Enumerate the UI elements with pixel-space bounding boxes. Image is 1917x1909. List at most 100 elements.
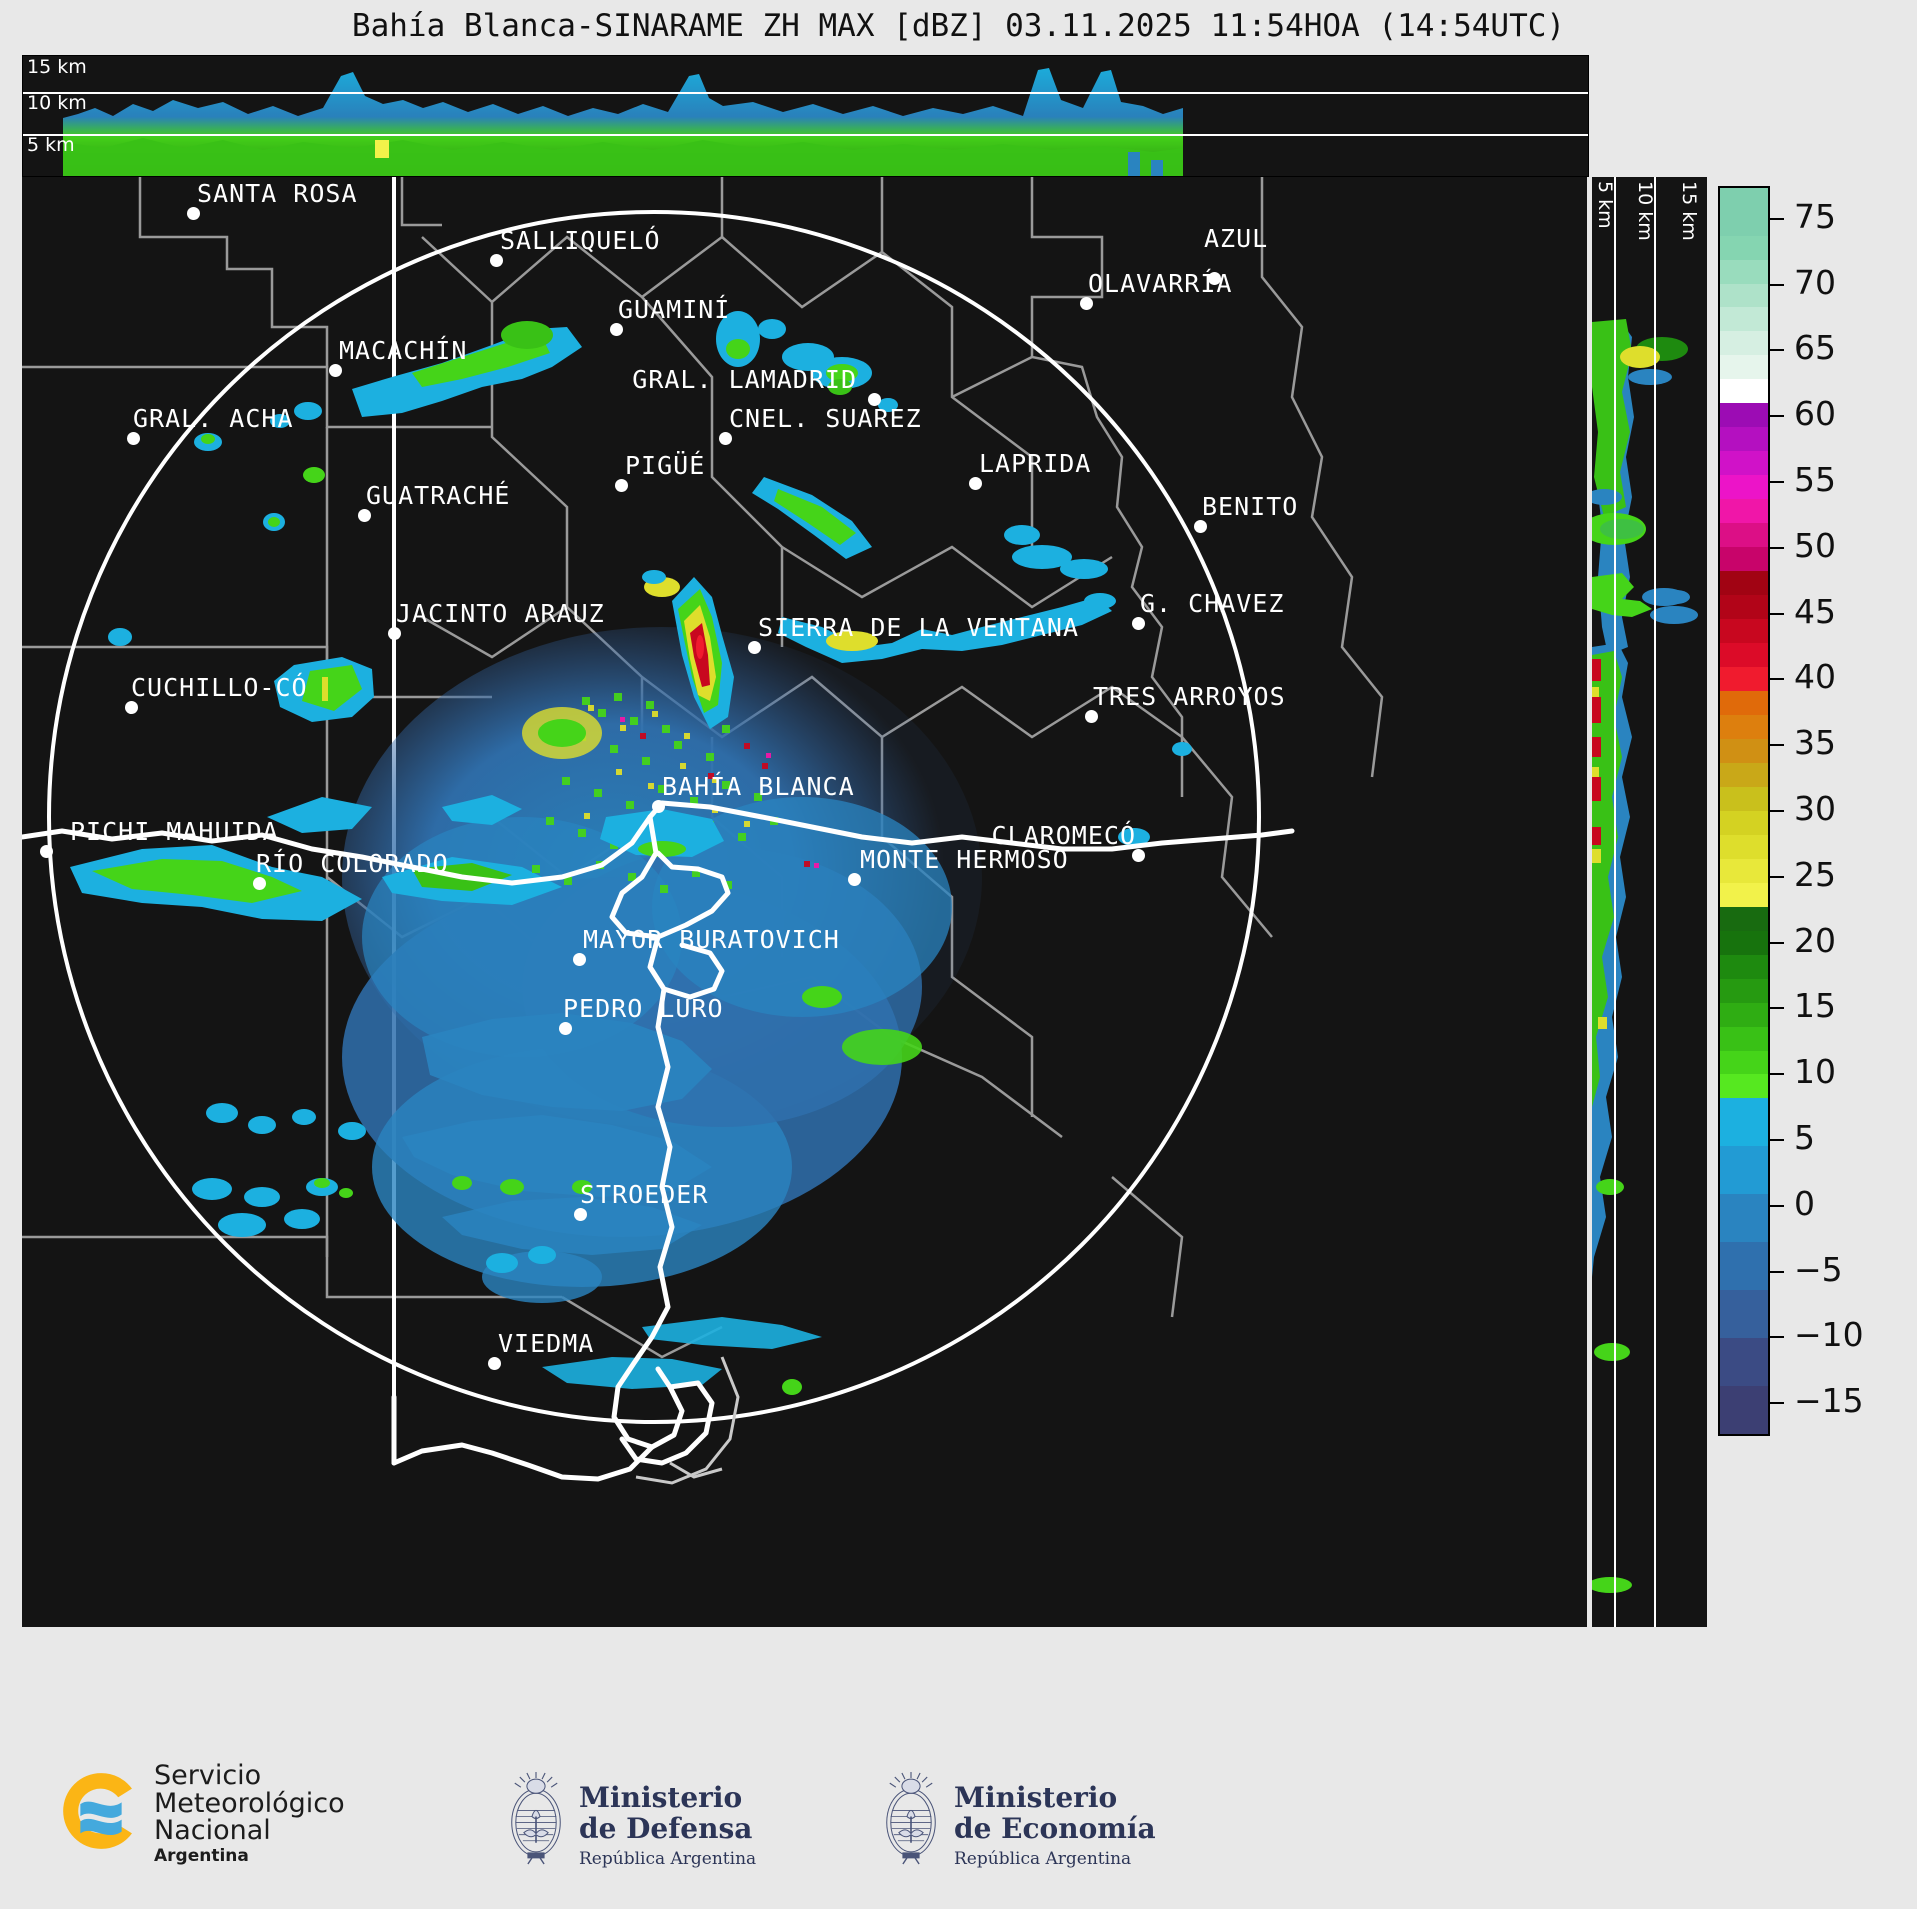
altitude-gridline-5km: [1614, 177, 1616, 1627]
footer-logos: Servicio Meteorológico Nacional Argentin…: [0, 1740, 1917, 1909]
city-label: GRAL. LAMADRID: [632, 365, 857, 394]
colorbar-swatch: [1720, 810, 1768, 835]
tick-mark: [1770, 283, 1784, 286]
city-label: SIERRA DE LA VENTANA: [758, 613, 1080, 642]
economia-wordmark: Ministerio de Economía República Argenti…: [954, 1782, 1156, 1869]
colorbar-swatch: [1720, 379, 1768, 404]
altitude-gridline-10km: [1654, 177, 1656, 1627]
altitude-label-15km: 15 km: [1678, 181, 1700, 241]
argentina-coat-of-arms-icon: [511, 1772, 561, 1865]
colorbar-tick-labels: 75 70 65 60 55 50 45 40 35 30 25 20 15 10 5 0 −5 −10 −15: [1770, 186, 1898, 1436]
city-dot-icon: [1085, 710, 1098, 723]
tick-mark: [1770, 481, 1784, 484]
tick-value: 75: [1794, 196, 1836, 236]
tick-value: 5: [1794, 1117, 1815, 1157]
colorbar-swatch: [1720, 667, 1768, 691]
colorbar-swatch: [1720, 355, 1768, 380]
colorbar-swatch: [1720, 738, 1768, 763]
colorbar-swatch: [1720, 427, 1768, 452]
echo-yellow-cell: [375, 140, 389, 158]
smn-line-3: Nacional: [154, 1815, 271, 1847]
city-dot-icon: [187, 207, 200, 220]
city-dot-icon: [488, 1357, 501, 1370]
city-dot-icon: [868, 393, 881, 406]
ministerio-defensa-logo: Ministerio de Defensa República Argentin…: [505, 1770, 875, 1880]
east-west-echo-top-plot: [63, 68, 1183, 176]
tick-mark: [1770, 744, 1784, 747]
colorbar-swatch: [1720, 211, 1768, 236]
city-label: BAHÍA BLANCA: [662, 772, 855, 801]
colorbar-swatch: [1720, 307, 1768, 332]
colorbar-swatch: [1720, 403, 1768, 428]
city-label: BENITO: [1202, 492, 1299, 521]
colorbar-swatch: [1720, 714, 1768, 739]
city-dot-icon: [652, 800, 665, 813]
city-label: MACACHÍN: [339, 336, 468, 365]
tick-value: 55: [1794, 460, 1836, 500]
colorbar-swatch: [1720, 595, 1768, 620]
smn-wordmark: Servicio Meteorológico Nacional Argentin…: [154, 1762, 345, 1865]
colorbar-swatch: [1720, 930, 1768, 955]
city-dot-icon: [748, 641, 761, 654]
colorbar-swatch: [1720, 619, 1768, 644]
city-dot-icon: [969, 477, 982, 490]
radar-map[interactable]: SANTA ROSA SALLIQUELÓ AZUL OLAVARRÍA GUAMINÍ…: [22, 177, 1587, 1627]
tick-mark: [1770, 1138, 1784, 1141]
tick-mark: [1770, 415, 1784, 418]
city-dot-icon: [1132, 617, 1145, 630]
colorbar-swatch: [1720, 523, 1768, 548]
colorbar-swatch: [1720, 1410, 1768, 1434]
colorbar-swatch: [1720, 1074, 1768, 1099]
colorbar-swatch: [1720, 1338, 1768, 1363]
city-label: G. CHAVEZ: [1140, 589, 1285, 618]
city-dot-icon: [610, 323, 623, 336]
smn-sub: Argentina: [154, 1845, 249, 1866]
tick-value: 20: [1794, 920, 1836, 960]
city-label: CLAROMECÓ: [991, 821, 1136, 850]
city-label: PIGÜÉ: [625, 451, 706, 480]
city-label: LAPRIDA: [979, 449, 1092, 478]
defensa-sub: República Argentina: [579, 1848, 757, 1869]
colorbar-swatch: [1720, 643, 1768, 667]
echo-blue-column: [1128, 152, 1140, 176]
radar-range-ring: [47, 210, 1261, 1424]
city-label: STROEDER: [580, 1180, 709, 1209]
city-label: VIEDMA: [498, 1329, 595, 1358]
tick-value: −10: [1794, 1315, 1864, 1355]
city-label: RÍO COLORADO: [256, 849, 449, 878]
city-label: GUATRACHÉ: [366, 481, 511, 510]
defensa-line-1: Ministerio: [579, 1781, 743, 1814]
city-dot-icon: [1194, 520, 1207, 533]
altitude-gridline-5km: [23, 134, 1588, 136]
colorbar-swatch: [1720, 331, 1768, 356]
city-dot-icon: [127, 432, 140, 445]
colorbar-swatch: [1720, 1362, 1768, 1387]
tick-mark: [1770, 941, 1784, 944]
colorbar-swatch: [1720, 1218, 1768, 1243]
east-west-cross-section-panel: 15 km 10 km 5 km: [22, 55, 1589, 177]
radar-map-canvas[interactable]: [22, 177, 1587, 1627]
tick-value: 70: [1794, 262, 1836, 302]
tick-mark: [1770, 612, 1784, 615]
tick-value: −15: [1794, 1381, 1864, 1421]
city-dot-icon: [125, 701, 138, 714]
colorbar-swatch: [1720, 1050, 1768, 1075]
page-title: Bahía Blanca-SINARAME ZH MAX [dBZ] 03.11…: [351, 8, 1566, 44]
north-south-cross-section-panel: 5 km 10 km 15 km: [1592, 177, 1707, 1627]
ministerio-economia-logo: Ministerio de Economía República Argenti…: [880, 1770, 1250, 1880]
colorbar-swatch: [1720, 1146, 1768, 1171]
tick-value: 65: [1794, 328, 1836, 368]
colorbar-swatch: [1720, 906, 1768, 931]
economia-line-1: Ministerio: [954, 1781, 1118, 1814]
altitude-label-15km: 15 km: [27, 56, 87, 78]
city-label: MONTE HERMOSO: [860, 845, 1069, 874]
colorbar-swatch: [1720, 1002, 1768, 1027]
altitude-label-10km: 10 km: [27, 92, 87, 114]
altitude-label-5km: 5 km: [1594, 181, 1616, 229]
colorbar-swatch: [1720, 187, 1768, 212]
city-dot-icon: [40, 845, 53, 858]
colorbar-swatch: [1720, 235, 1768, 260]
colorbar-swatch: [1720, 834, 1768, 859]
city-label: CUCHILLO-CÓ: [131, 673, 308, 702]
colorbar-swatches: [1718, 186, 1770, 1436]
